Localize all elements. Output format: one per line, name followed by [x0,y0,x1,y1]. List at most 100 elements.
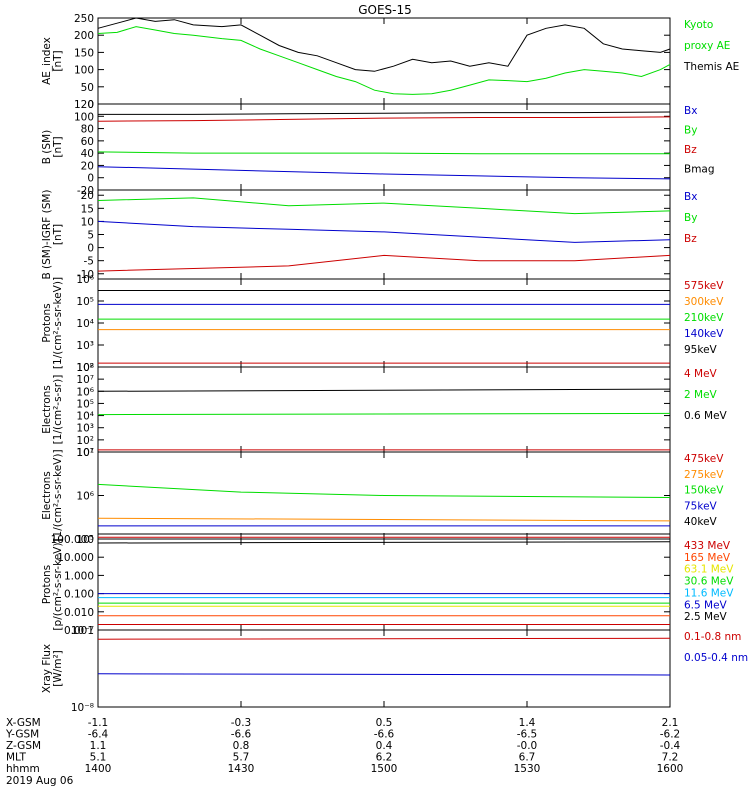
y-tick-label: 60 [81,136,94,148]
y-tick-label: -20 [77,185,94,197]
series-line-bz [97,254,671,272]
ephemeris-value: -6.4 [88,729,109,741]
legend-entry: 75keV [684,500,718,512]
legend-entry: 575keV [684,280,724,292]
y-tick-label: 10⁶ [76,274,94,286]
y-tick-label: 10¹ [76,447,94,459]
y-tick-label: 10⁻⁸ [71,702,94,714]
y-tick-label: 10³ [76,423,94,435]
ephemeris-value: -6.2 [660,729,681,741]
y-axis-label: Protons [41,565,53,604]
series-line-bz [97,116,671,122]
ephemeris-value: 6.7 [519,752,536,764]
legend-entry: 0.05-0.4 nm [684,652,748,664]
ephemeris-value: 1500 [371,763,398,775]
ephemeris-row-label: MLT [6,752,26,764]
y-tick-label: 15 [81,203,94,215]
ephemeris-value: -1.1 [88,717,109,729]
y-axis-label: [nT] [52,50,64,71]
legend-entry: 300keV [684,296,724,308]
ephemeris-row-label: Y-GSM [5,729,39,741]
y-tick-label: 150 [74,47,94,59]
y-tick-label: 100 [74,65,94,77]
ephemeris-value: 2.1 [662,717,679,729]
y-tick-label: 200 [74,30,94,42]
legend-entry: proxy AE [684,40,730,52]
series-line-themis-ae [97,17,671,72]
legend-entry: 165 MeV [684,552,731,564]
series-line-0-05-0-4-nm [97,673,671,676]
panel-frame [97,629,671,708]
legend-entry: 433 MeV [684,540,731,552]
y-axis-label: [W/m²] [52,650,64,687]
y-tick-label: 0 [87,243,94,255]
y-tick-label: 40 [81,148,94,160]
legend-entry: 30.6 MeV [684,576,734,588]
ephemeris-value: 0.5 [376,717,393,729]
y-tick-label: 10.000 [57,552,94,564]
ephemeris-value: 5.1 [90,752,107,764]
y-axis-label: Electrons [41,471,53,520]
y-tick-label: 10⁸ [76,362,94,374]
y-tick-label: 10⁵ [76,296,94,308]
ephemeris-value: 0.8 [233,740,250,752]
y-tick-label: 10⁻⁷ [71,625,94,637]
ephemeris-value: 0.4 [376,740,393,752]
series-line-2-5-mev [97,541,671,544]
ephemeris-value: 1600 [657,763,684,775]
series-line-kyoto-proxy-ae [97,26,671,95]
y-tick-label: 10⁶ [76,491,94,503]
y-axis-label: [p/(cm²-s-sr-keV)] [52,538,64,630]
ephemeris-table: X-GSM -1.1 -0.3 0.5 1.4 2.1 Y-GSM -6.4 -6.6 -6.6 -… [5,717,683,787]
y-tick-label: 10⁶ [76,386,94,398]
legend-entry: 275keV [684,469,724,481]
legend-entry: 140keV [684,328,724,340]
series-line-bmag [98,111,671,115]
ephemeris-value: 1.1 [90,740,107,752]
y-tick-label: -5 [84,256,94,268]
y-tick-label: 100 [74,111,94,123]
legend-entry: Bx [684,191,697,203]
series-line-by [97,151,670,155]
legend-entry: Kyoto [684,19,713,31]
ephemeris-row-label: X-GSM [6,717,41,729]
legend-entry: 11.6 MeV [684,587,734,599]
series-line-bx [97,166,671,180]
y-tick-label: 10² [76,362,94,374]
series-line-0-6-mev [97,388,671,392]
legend-entry: Bz [684,233,697,245]
ephemeris-value: -0.3 [231,717,252,729]
legend-entry: 210keV [684,312,724,324]
y-axis-label: AE_index [41,37,53,85]
y-tick-label: 10⁵ [76,398,94,410]
y-tick-label: 0 [87,99,94,111]
legend-entry: Bz [684,144,697,156]
y-axis-label: B (SM)-IGRF (SM) [41,189,53,279]
panel-8: 10⁻⁸ 10⁻⁷ Xray Flux [W/m²] 0.1-0.8 nm 0.05-0.… [41,625,748,714]
ephemeris-value: -6.5 [517,729,538,741]
y-tick-label: 20 [81,190,94,202]
legend-entry: 95keV [684,344,718,356]
y-tick-label: 20 [81,160,94,172]
legend-entry: Themis AE [683,61,739,73]
ephemeris-value: 7.2 [662,752,679,764]
y-axis-label: Protons [41,303,53,342]
series-line-275kev [97,517,671,522]
series-line-150kev [97,483,671,498]
legend-entry: By [684,125,697,137]
legend-entry: 475keV [684,453,724,465]
y-tick-label: 10⁴ [76,411,94,423]
panel-frame [97,103,671,191]
y-axis-label: Xray Flux [41,644,53,693]
y-axis-label: [1/(cm²-s-sr)] [52,375,64,445]
legend-entry: 150keV [684,485,724,497]
ephemeris-row-label: Z-GSM [6,740,41,752]
plot-title: GOES-15 [358,3,412,17]
ephemeris-value: 5.7 [233,752,250,764]
ephemeris-value: 1530 [514,763,541,775]
ephemeris-value: -0.4 [660,740,681,752]
y-tick-label: 10⁷ [76,374,94,386]
